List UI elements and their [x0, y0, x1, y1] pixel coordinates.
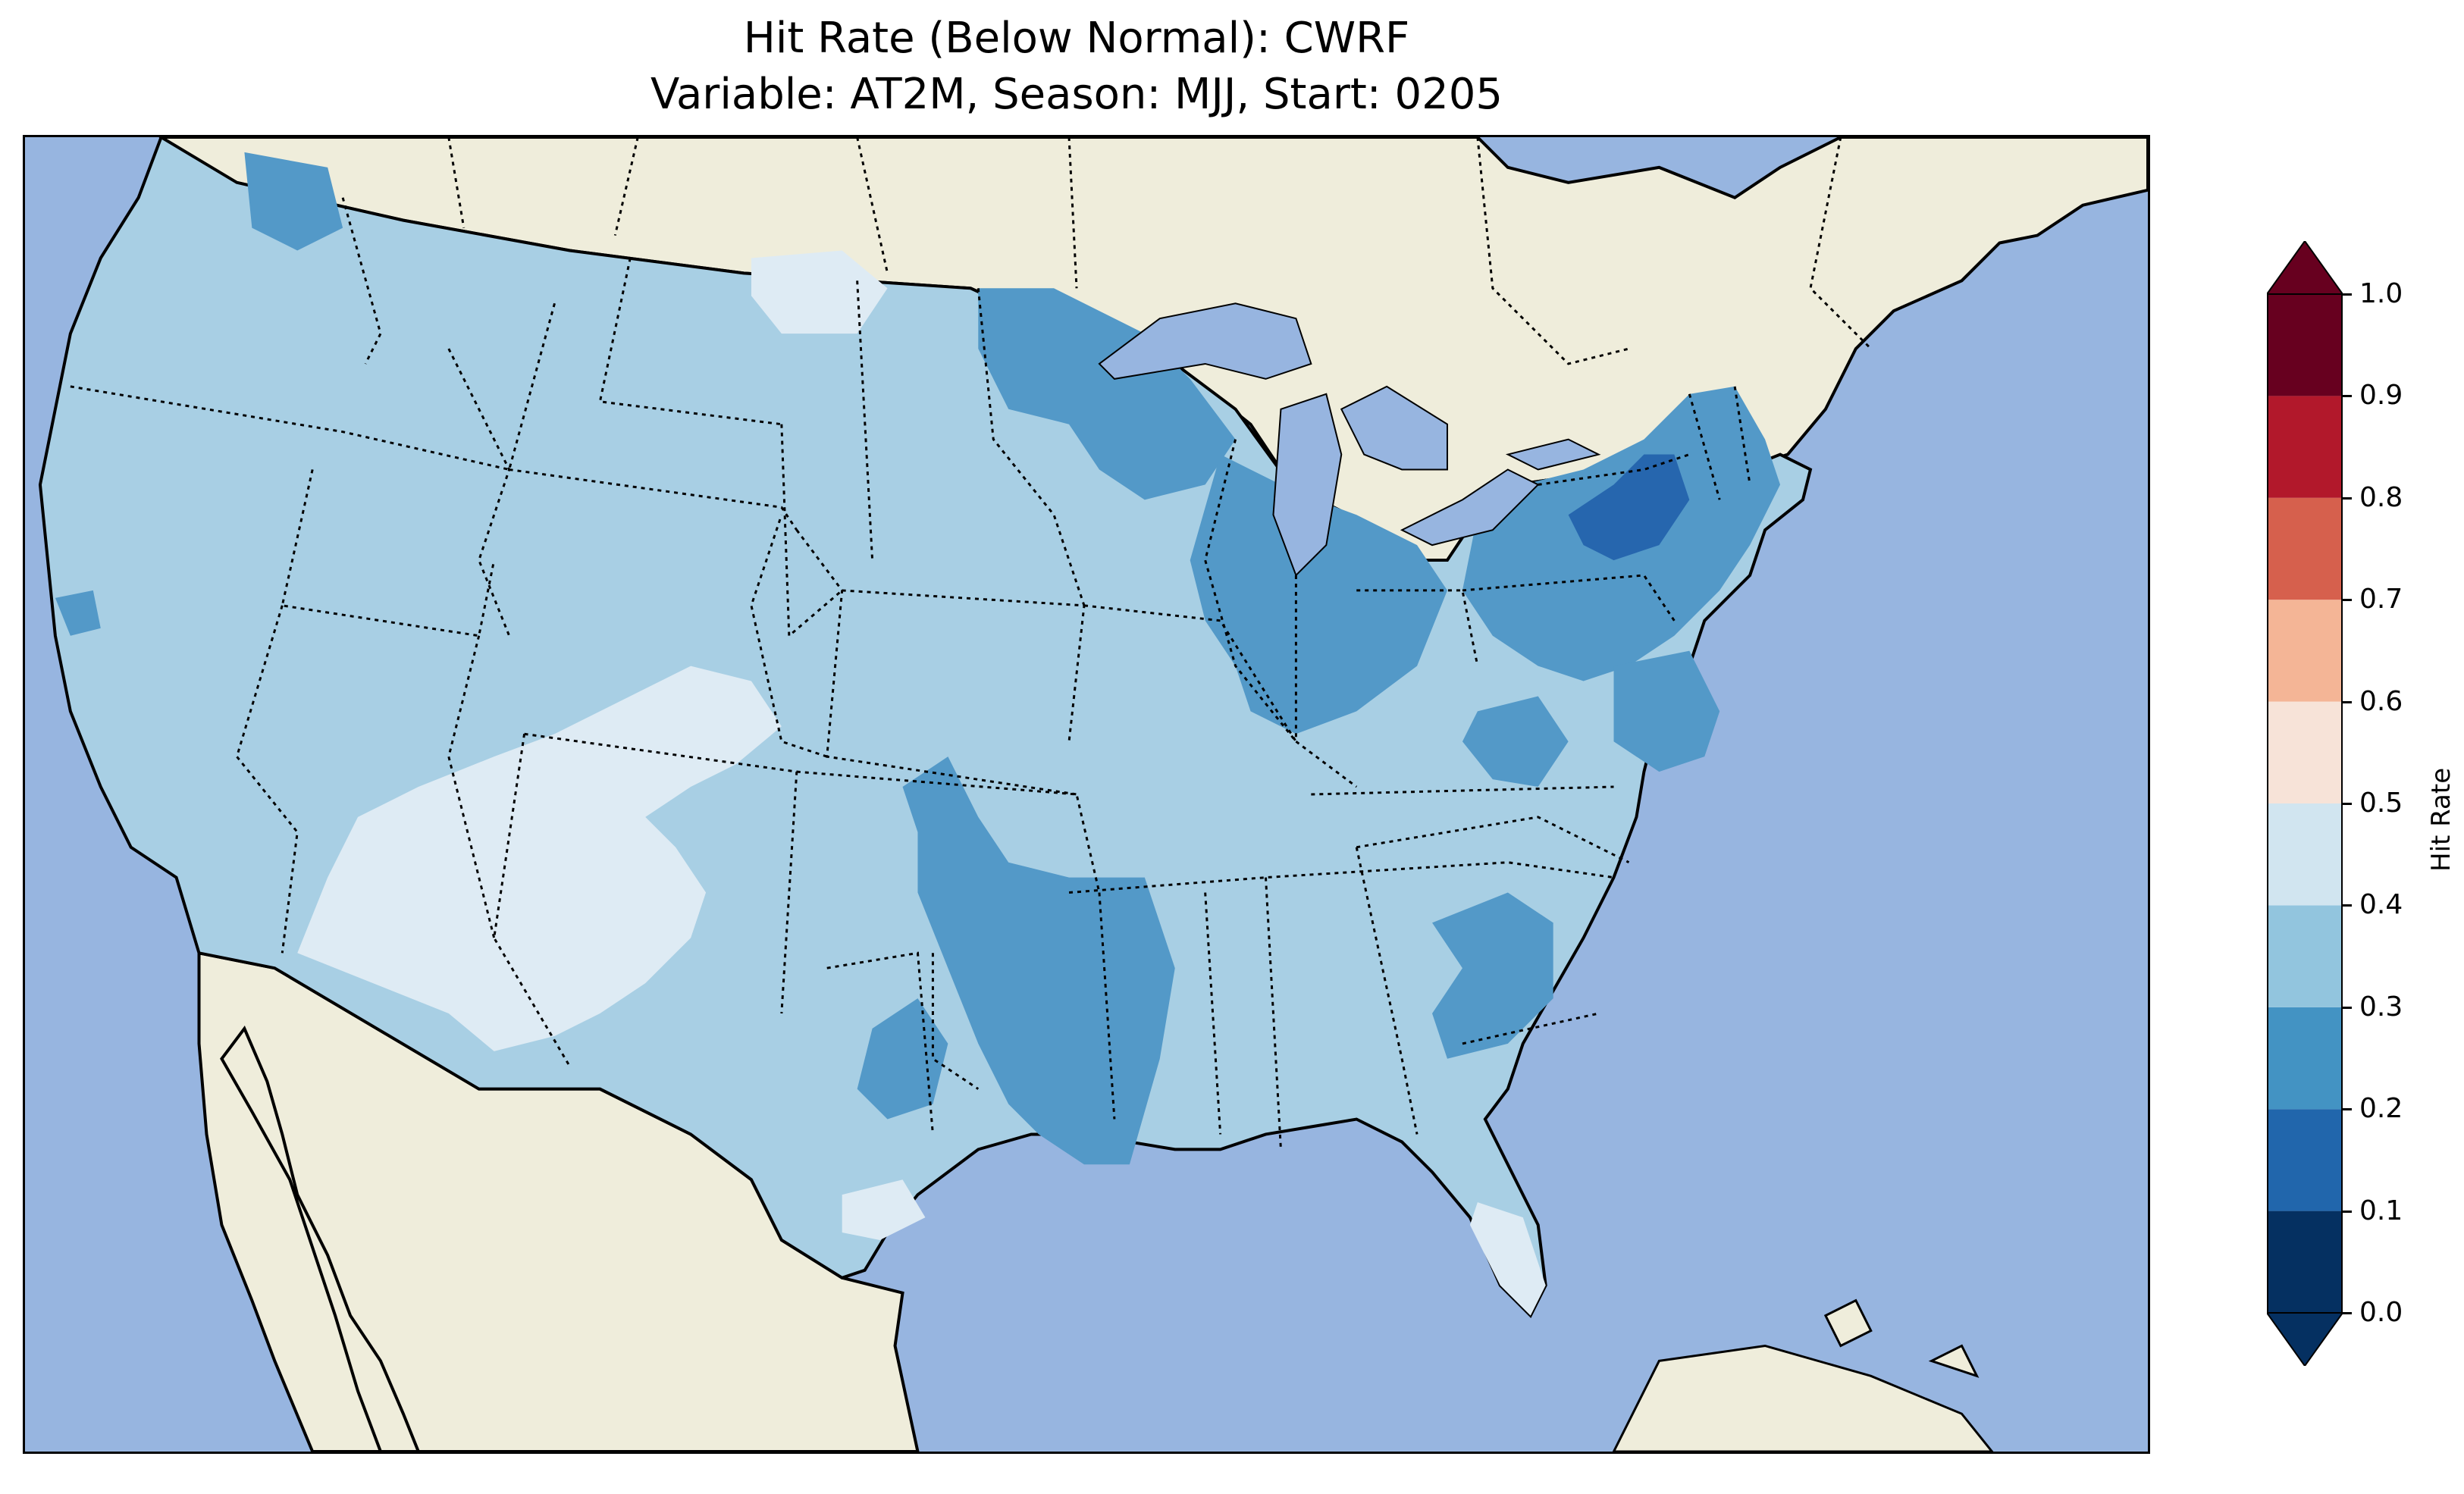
colorbar-bin-0.4-0.5	[2267, 803, 2343, 906]
great-lakes	[1098, 302, 1601, 577]
colorbar-bin-0.2-0.3	[2267, 1007, 2343, 1110]
colorbar-bin-0.8-0.9	[2267, 396, 2343, 498]
colorbar-bin-0.0-0.1	[2267, 1211, 2343, 1313]
region-0.4-0.5-texas	[842, 1179, 926, 1240]
colorbar-tick-label: 0.6	[2359, 685, 2403, 717]
map-panel	[23, 135, 2150, 1454]
colorbar-tick-label: 0.7	[2359, 584, 2403, 615]
colorbar-bin-0.1-0.2	[2267, 1109, 2343, 1211]
colorbar-tick-mark	[2343, 496, 2352, 500]
colorbar-tick-mark	[2343, 904, 2352, 907]
state-boundaries	[70, 197, 1751, 1150]
colorbar-tick-mark	[2343, 1006, 2352, 1009]
colorbar-tick-label: 0.5	[2359, 788, 2403, 819]
region-0.2-0.3-new-york-core	[1568, 454, 1690, 561]
colorbar-tick-label: 0.0	[2359, 1297, 2403, 1328]
colorbar-label: Hit Rate	[2426, 767, 2456, 872]
colorbar-tick-mark	[2343, 1108, 2352, 1111]
region-0.4-0.5-southwest	[297, 666, 782, 1051]
region-0.2-0.3-michigan-ohio	[1190, 454, 1447, 734]
region-0.2-0.3-west-texas	[857, 998, 948, 1120]
colorbar-tick-label: 1.0	[2359, 278, 2403, 309]
region-0.2-0.3-california	[55, 590, 101, 636]
colorbar-tick-label: 0.2	[2359, 1093, 2403, 1125]
region-0.2-0.3-washington	[244, 152, 343, 251]
province-boundaries	[447, 137, 1872, 365]
colorbar-tick-mark	[2343, 293, 2352, 296]
colorbar-over-triangle	[2267, 241, 2343, 295]
colorbar-tick-label: 0.1	[2359, 1195, 2403, 1226]
colorbar-bin-0.6-0.7	[2267, 600, 2343, 702]
colorbar-bins	[2267, 293, 2343, 1314]
colorbar-tick-mark	[2343, 395, 2352, 398]
region-0.2-0.3-south-central	[902, 756, 1175, 1165]
region-0.2-0.3-virginia	[1613, 650, 1720, 772]
region-0.4-0.5-florida	[1469, 1202, 1546, 1316]
colorbar-tick-mark	[2343, 1312, 2352, 1314]
colorbar-bin-0.3-0.4	[2267, 905, 2343, 1007]
colorbar-under-triangle	[2267, 1312, 2343, 1366]
caribbean-islands	[1612, 1298, 1994, 1452]
region-0.2-0.3-west-virginia	[1462, 696, 1569, 788]
colorbar-tick-mark	[2343, 700, 2352, 703]
region-0.4-0.5-montana	[751, 250, 888, 334]
colorbar-bin-0.9-1.0	[2267, 294, 2343, 396]
colorbar-tick-mark	[2343, 1210, 2352, 1213]
colorbar-tick-mark	[2343, 599, 2352, 602]
colorbar	[2267, 241, 2343, 1366]
colorbar-tick-label: 0.9	[2359, 380, 2403, 412]
map-title-line1: Hit Rate (Below Normal): CWRF	[743, 14, 1410, 63]
region-0.2-0.3-upper-midwest	[978, 288, 1236, 500]
map-title-line2: Variable: AT2M, Season: MJJ, Start: 0205	[650, 70, 1503, 119]
colorbar-tick-label: 0.8	[2359, 481, 2403, 513]
colorbar-tick-label: 0.3	[2359, 991, 2403, 1023]
colorbar-bin-0.7-0.8	[2267, 497, 2343, 600]
region-0.2-0.3-georgia	[1432, 892, 1553, 1059]
colorbar-tick-label: 0.4	[2359, 889, 2403, 921]
colorbar-bin-0.5-0.6	[2267, 701, 2343, 803]
conus-hit-rate-map	[25, 137, 2148, 1452]
colorbar-tick-mark	[2343, 803, 2352, 805]
